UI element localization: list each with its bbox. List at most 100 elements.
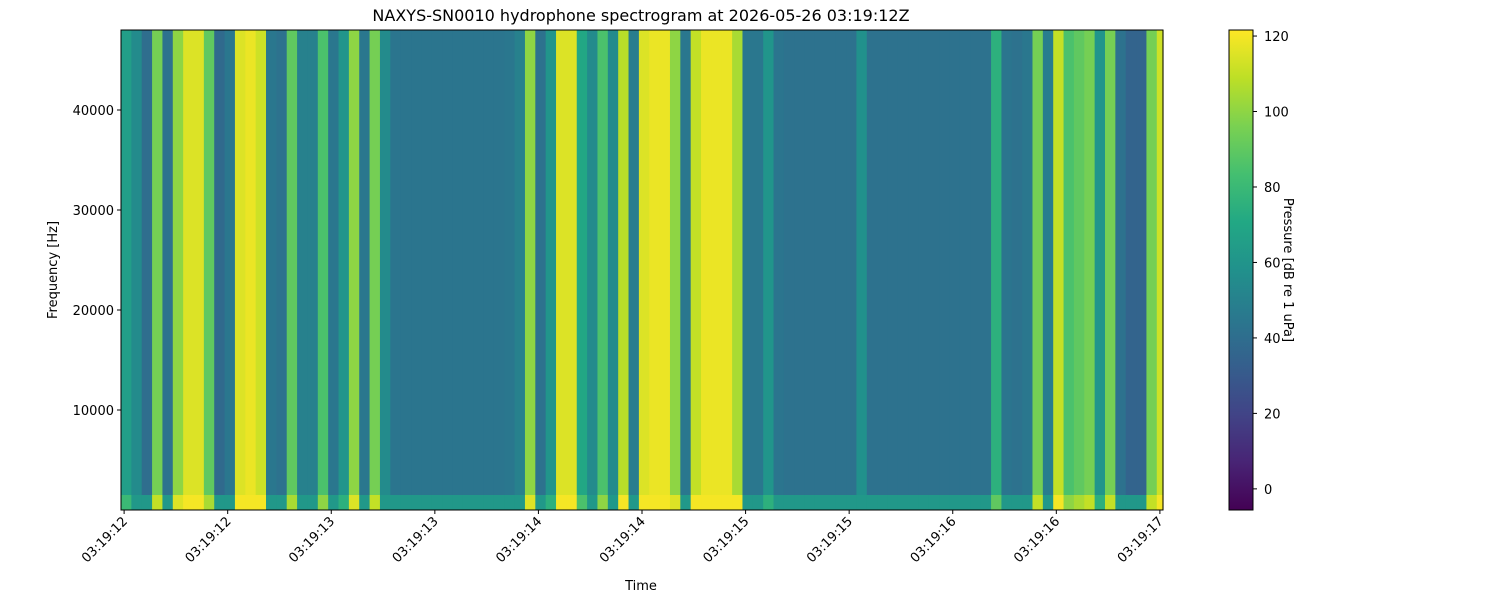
heatmap-cell xyxy=(348,30,360,495)
heatmap-cell xyxy=(307,495,319,510)
heatmap-cell xyxy=(162,30,174,495)
heatmap-cell xyxy=(804,30,816,495)
heatmap-cell xyxy=(504,30,516,495)
heatmap-cell xyxy=(276,495,288,510)
heatmap-cell xyxy=(897,30,909,495)
heatmap-cell xyxy=(980,30,992,495)
heatmap-cell xyxy=(970,30,982,495)
heatmap-cell xyxy=(814,30,826,495)
colorbar-tick-label: 60 xyxy=(1264,256,1281,271)
heatmap-cell xyxy=(877,495,889,510)
x-tick-label: 03:19:17 xyxy=(1115,514,1167,566)
colorbar-tick-label: 100 xyxy=(1264,106,1289,121)
heatmap-cell xyxy=(172,495,184,510)
colorbar-tick-label: 120 xyxy=(1264,30,1289,45)
heatmap-cell xyxy=(545,495,557,510)
heatmap-cell xyxy=(794,30,806,495)
heatmap-cell xyxy=(939,495,951,510)
heatmap-cell xyxy=(162,495,174,510)
heatmap-cell xyxy=(638,495,650,510)
heatmap-cell xyxy=(1053,495,1065,510)
heatmap-cell xyxy=(587,495,599,510)
heatmap-cell xyxy=(431,495,443,510)
heatmap-cell xyxy=(172,30,184,495)
heatmap-cell xyxy=(804,495,816,510)
heatmap-cell xyxy=(1094,495,1106,510)
heatmap-cell xyxy=(514,30,526,495)
heatmap-cell xyxy=(628,495,640,510)
heatmap-cell xyxy=(359,495,371,510)
heatmap-cell xyxy=(442,495,454,510)
heatmap-cell xyxy=(877,30,889,495)
heatmap-cell xyxy=(918,495,930,510)
heatmap-cell xyxy=(421,495,433,510)
heatmap-cell xyxy=(183,495,195,510)
heatmap-cell xyxy=(701,495,712,510)
heatmap-cell xyxy=(379,495,391,510)
heatmap-cell xyxy=(348,495,360,510)
heatmap-cell xyxy=(121,30,132,495)
heatmap-cell xyxy=(224,495,236,510)
heatmap-cell xyxy=(949,30,961,495)
heatmap xyxy=(121,30,1164,510)
x-tick-label: 03:19:13 xyxy=(286,514,338,566)
heatmap-cell xyxy=(141,30,153,495)
heatmap-cell xyxy=(669,495,681,510)
heatmap-cell xyxy=(535,30,547,495)
heatmap-cell xyxy=(783,30,795,495)
heatmap-cell xyxy=(825,30,837,495)
heatmap-cell xyxy=(286,495,298,510)
x-tick-label: 03:19:14 xyxy=(597,514,649,566)
heatmap-cell xyxy=(317,30,329,495)
heatmap-cell xyxy=(297,30,309,495)
heatmap-cell xyxy=(203,30,215,495)
heatmap-cell xyxy=(825,495,837,510)
heatmap-cell xyxy=(659,30,671,495)
heatmap-cell xyxy=(721,495,733,510)
heatmap-cell xyxy=(711,495,723,510)
heatmap-cell xyxy=(928,30,940,495)
heatmap-cell xyxy=(866,495,878,510)
heatmap-cell xyxy=(680,495,692,510)
heatmap-cell xyxy=(462,495,474,510)
heatmap-cell xyxy=(991,30,1003,495)
heatmap-cell xyxy=(783,495,795,510)
y-axis-label: Frequency [Hz] xyxy=(46,221,61,319)
heatmap-cell xyxy=(897,495,909,510)
heatmap-cell xyxy=(286,30,298,495)
heatmap-cell xyxy=(545,30,557,495)
heatmap-cell xyxy=(794,495,806,510)
heatmap-cell xyxy=(234,30,246,495)
heatmap-cell xyxy=(1053,30,1065,495)
heatmap-cell xyxy=(493,30,505,495)
heatmap-cell xyxy=(846,495,858,510)
heatmap-cell xyxy=(763,495,775,510)
heatmap-cell xyxy=(1084,30,1096,495)
x-tick-label: 03:19:13 xyxy=(390,514,442,566)
heatmap-cell xyxy=(193,495,205,510)
heatmap-cell xyxy=(183,30,195,495)
heatmap-cell xyxy=(369,30,381,495)
heatmap-cell xyxy=(576,495,588,510)
heatmap-cell xyxy=(752,30,764,495)
heatmap-cell xyxy=(1125,495,1137,510)
heatmap-cell xyxy=(338,495,350,510)
heatmap-cell xyxy=(462,30,474,495)
heatmap-cell xyxy=(908,495,920,510)
heatmap-cell xyxy=(328,30,340,495)
heatmap-cell xyxy=(866,30,878,495)
heatmap-cell xyxy=(773,495,785,510)
heatmap-cell xyxy=(255,495,267,510)
heatmap-cell xyxy=(742,30,754,495)
heatmap-cell xyxy=(390,30,402,495)
heatmap-cell xyxy=(214,495,226,510)
heatmap-cell xyxy=(1001,30,1013,495)
heatmap-cell xyxy=(473,30,485,495)
heatmap-cell xyxy=(742,495,754,510)
colorbar-label: Pressure [dB re 1 uPa] xyxy=(1280,198,1295,342)
heatmap-cell xyxy=(618,495,630,510)
x-tick-label: 03:19:15 xyxy=(804,514,856,566)
heatmap-cell xyxy=(1104,30,1116,495)
heatmap-cell xyxy=(514,495,526,510)
x-tick-label: 03:19:16 xyxy=(1011,514,1063,566)
